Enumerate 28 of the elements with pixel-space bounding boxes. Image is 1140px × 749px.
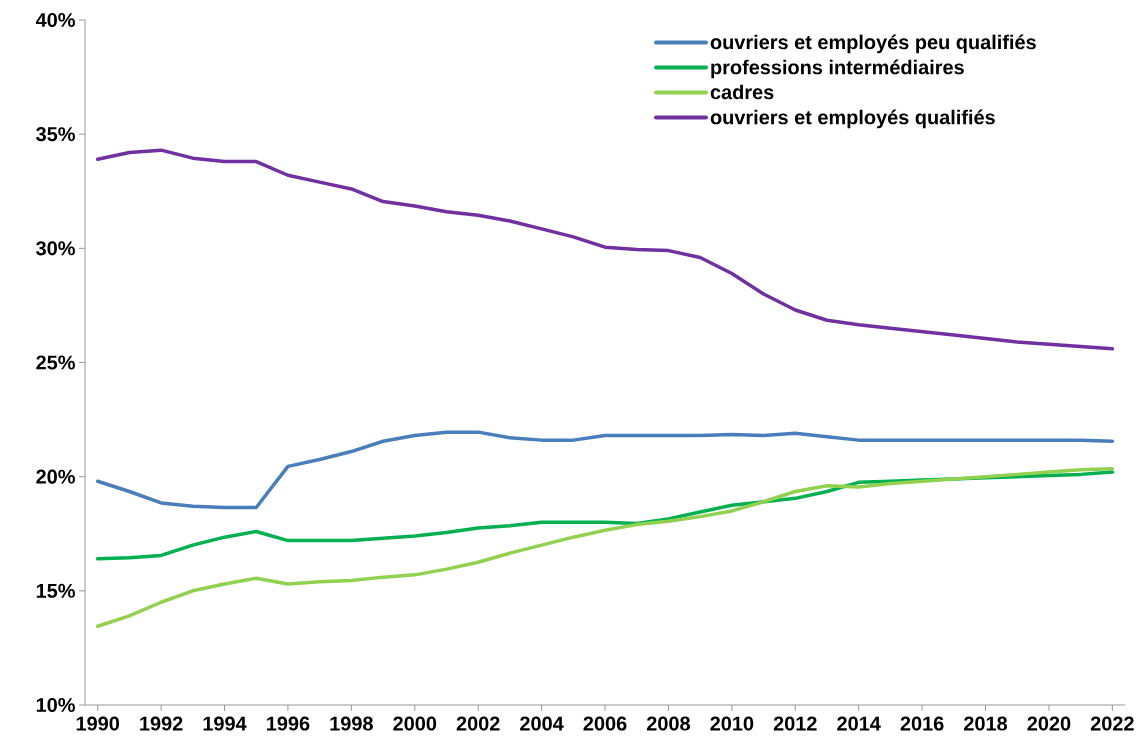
x-tick-label: 2016 [900,716,944,731]
x-tick-label: 1994 [203,716,247,731]
legend-label: ouvriers et employés qualifiés [710,109,995,129]
legend-label: ouvriers et employés peu qualifiés [710,34,1036,54]
y-tick-label: 10% [36,697,75,713]
x-tick-label: 1992 [140,716,183,731]
x-tick-label: 1990 [76,716,120,731]
x-tick-label: 2020 [1027,716,1071,731]
x-tick-label: 2002 [456,716,500,731]
x-tick-label: 2012 [773,716,817,731]
x-tick-label: 2018 [964,716,1008,731]
legend-label: cadres [710,84,774,100]
x-tick-label: 2022 [1090,716,1134,731]
y-tick-label: 20% [36,469,75,484]
x-tick-label: 1996 [267,716,310,731]
x-tick-label: 2014 [837,716,881,731]
x-tick-label: 1998 [330,716,373,731]
x-tick-label: 2004 [520,716,564,731]
legend-label: professions intermédiaires [711,59,964,79]
x-tick-label: 2000 [393,716,437,731]
y-tick-label: 25% [36,355,75,370]
y-tick-label: 35% [36,127,75,142]
x-tick-label: 2006 [583,716,627,731]
y-tick-label: 15% [36,583,75,598]
x-tick-label: 2010 [710,716,754,731]
y-tick-label: 30% [36,241,75,256]
y-tick-label: 40% [35,12,75,28]
x-tick-label: 2008 [646,716,690,731]
